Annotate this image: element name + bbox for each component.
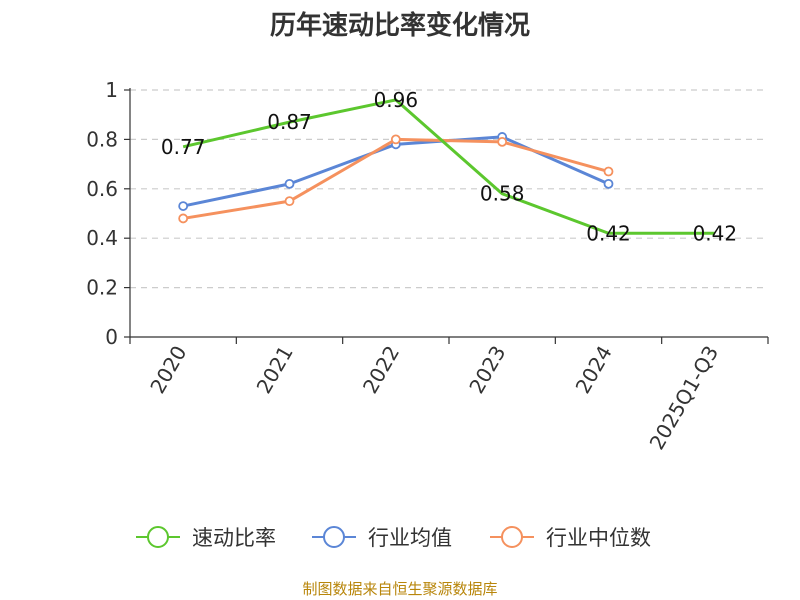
y-tick-label: 0.2 [86, 276, 118, 300]
data-point[interactable] [603, 178, 614, 189]
legend-item-2[interactable]: 行业中位数 [490, 526, 651, 550]
legend-label: 速动比率 [192, 526, 276, 550]
y-tick-label: 0.4 [86, 226, 118, 250]
data-label: 0.87 [267, 110, 312, 134]
legend-label: 行业中位数 [546, 526, 651, 550]
x-tick-label: 2025Q1-Q3 [644, 342, 723, 454]
legend-marker [147, 526, 169, 548]
data-label: 0.42 [586, 221, 631, 245]
data-label: 0.58 [480, 182, 525, 206]
data-point[interactable] [284, 178, 295, 189]
data-point[interactable] [390, 134, 401, 145]
series-line [182, 98, 715, 235]
gridlines [130, 89, 768, 289]
legend-item-1[interactable]: 行业均值 [312, 526, 452, 550]
y-tick-label: 0.6 [86, 177, 118, 201]
legend-label: 行业均值 [368, 526, 452, 550]
series-layer: 0.77 0.87 0.96 0.58 0.42 0.42 [161, 88, 737, 245]
data-label: 0.96 [374, 88, 419, 112]
data-point[interactable] [178, 213, 189, 224]
x-tick-label: 2024 [571, 342, 617, 398]
x-tick-label: 2021 [252, 342, 298, 398]
series-1 [178, 132, 614, 211]
legend-item-0[interactable]: 速动比率 [136, 526, 276, 550]
series-0: 0.77 0.87 0.96 0.58 0.42 0.42 [161, 88, 737, 245]
legend-marker [323, 526, 345, 548]
chart-title: 历年速动比率变化情况 [270, 10, 530, 41]
data-label: 0.77 [161, 135, 206, 159]
legend[interactable]: 速动比率 行业均值 行业中位数 [136, 526, 651, 550]
data-point[interactable] [497, 136, 508, 147]
y-tick-label: 1 [105, 78, 118, 102]
y-tick-label: 0 [105, 325, 118, 349]
series-line [182, 137, 609, 220]
data-label: 0.42 [693, 221, 738, 245]
source-note: 制图数据来自恒生聚源数据库 [302, 580, 497, 598]
data-point[interactable] [178, 201, 189, 211]
data-point[interactable] [603, 166, 614, 177]
y-tick-label: 0.8 [86, 127, 118, 151]
legend-marker [501, 526, 523, 548]
data-point[interactable] [284, 196, 295, 207]
x-tick-label: 2020 [145, 342, 191, 398]
x-tick-label: 2022 [358, 342, 404, 398]
x-tick-label: 2023 [464, 341, 510, 397]
series-2 [178, 134, 614, 224]
